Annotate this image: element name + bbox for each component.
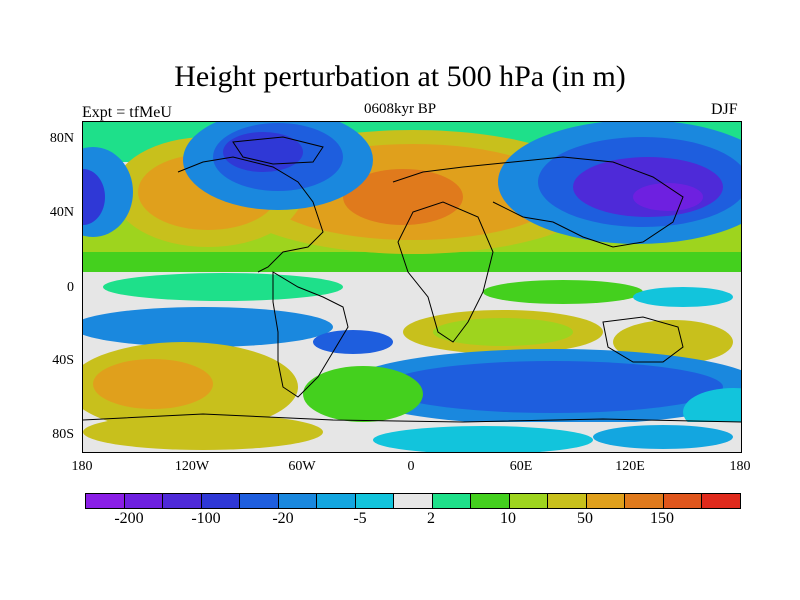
colorbar-cell [393, 493, 433, 509]
south-america-blue [313, 330, 393, 354]
nh-green-band [83, 252, 741, 272]
tropical-green-patch-1 [103, 273, 343, 301]
colorbar-label: -200 [114, 510, 144, 527]
contour-field [83, 122, 741, 452]
colorbar-cell [277, 493, 318, 509]
eurasia-coast [392, 156, 684, 248]
lat-label-40s: 40S [52, 353, 74, 368]
lon-label-120e: 120E [615, 459, 645, 474]
colorbar-cell [162, 493, 202, 509]
asia-low-center [633, 183, 703, 211]
colorbar-cell [200, 493, 241, 509]
tropical-green-patch-2 [483, 280, 643, 304]
colorbar-cell [123, 493, 164, 509]
greenland-arctic-coast [232, 136, 324, 165]
lat-label-40n: 40N [49, 205, 74, 220]
colorbar-cell [431, 493, 472, 509]
lon-label-180e: 180 [729, 459, 751, 474]
lon-label-60e: 60E [509, 459, 533, 474]
south-pacific-high-core [93, 359, 213, 409]
south-america-coast [272, 271, 349, 398]
colorbar-cell [585, 493, 626, 509]
colorbar-label: 50 [577, 510, 593, 527]
africa-coast [397, 201, 494, 343]
colorbar-cell [701, 493, 741, 509]
colorbar-label: -5 [353, 510, 367, 527]
colorbar-label: -20 [272, 510, 294, 527]
south-atlantic-green [303, 366, 423, 422]
colorbar-label: 10 [500, 510, 516, 527]
colorbar-cell [354, 493, 395, 509]
indian-ocean-lime [433, 318, 573, 346]
antarctica-coast [83, 413, 741, 423]
colorbar-label: -100 [191, 510, 221, 527]
lon-label-180w: 180 [71, 459, 93, 474]
colorbar-cell [662, 493, 703, 509]
coastlines [83, 136, 741, 423]
tropical-cyan-patch [633, 287, 733, 307]
antarctic-blue [593, 425, 733, 449]
season-label: DJF [711, 101, 738, 118]
figure-title: Height perturbation at 500 hPa (in m) [174, 60, 626, 93]
australia-coast [602, 316, 684, 363]
period-label: 0608kyr BP [363, 101, 437, 117]
lat-label-eq: 0 [67, 280, 74, 295]
colorbar-cell [316, 493, 356, 509]
colorbar-cell [239, 493, 279, 509]
antarctic-cyan [373, 426, 593, 452]
na-low-core [223, 132, 303, 172]
colorbar-cell [85, 493, 125, 509]
colorbar-cell [470, 493, 510, 509]
antarctic-yellow [83, 414, 323, 450]
colorbar-label: 150 [650, 510, 674, 527]
lon-label-120w: 120W [174, 459, 210, 474]
west-edge-low-core [83, 169, 105, 225]
lat-label-80s: 80S [52, 427, 74, 442]
south-pacific-blue [83, 307, 333, 347]
map-panel [82, 121, 742, 453]
colorbar-label: 2 [427, 510, 435, 527]
lat-label-80n: 80N [49, 131, 74, 146]
experiment-label: Expt = tfMeU [82, 104, 172, 121]
southern-ocean-low-core [383, 361, 723, 413]
colorbar-cell [547, 493, 587, 509]
lon-label-0: 0 [407, 459, 415, 474]
colorbar-cell [624, 493, 664, 509]
colorbar-cell [508, 493, 549, 509]
atlantic-europe-high-core [343, 169, 463, 225]
lon-label-60w: 60W [288, 459, 316, 474]
north-america-coast [177, 156, 324, 273]
